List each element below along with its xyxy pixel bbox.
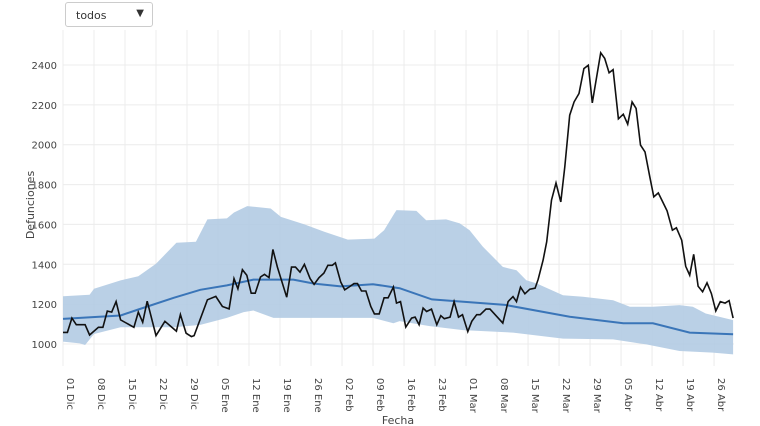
x-tick-label: 01 Dic bbox=[64, 378, 75, 410]
y-tick-label: 1000 bbox=[32, 340, 57, 351]
x-tick-label: 01 Mar bbox=[467, 378, 478, 414]
expected-line bbox=[62, 278, 734, 336]
grid-lines bbox=[62, 30, 734, 366]
y-tick-label: 2000 bbox=[32, 141, 57, 152]
x-tick-label: 08 Dic bbox=[95, 378, 106, 410]
observed-line bbox=[63, 50, 734, 338]
x-tick-label: 22 Mar bbox=[560, 378, 571, 414]
x-tick-label: 15 Mar bbox=[529, 378, 540, 414]
x-tick-label: 02 Feb bbox=[343, 378, 354, 412]
x-tick-label: 23 Feb bbox=[436, 378, 447, 412]
x-tick-label: 12 Abr bbox=[653, 378, 664, 412]
confidence-band bbox=[63, 206, 734, 355]
x-tick-label: 09 Feb bbox=[374, 378, 385, 412]
y-tick-labels: 1000 1200 1400 1600 1800 2000 2200 2400 bbox=[32, 61, 57, 351]
x-axis-label: Fecha bbox=[382, 414, 414, 426]
y-tick-label: 1400 bbox=[32, 260, 57, 271]
x-tick-label: 26 Ene bbox=[312, 378, 323, 413]
x-tick-label: 26 Abr bbox=[715, 378, 726, 412]
x-tick-label: 08 Mar bbox=[498, 378, 509, 414]
x-tick-label: 19 Abr bbox=[684, 378, 695, 412]
filter-selected-value: todos bbox=[76, 9, 107, 22]
x-tick-label: 15 Dic bbox=[126, 378, 137, 410]
chevron-down-icon: ▼ bbox=[136, 8, 144, 19]
y-tick-label: 1800 bbox=[32, 181, 57, 192]
x-tick-label: 05 Abr bbox=[622, 378, 633, 412]
y-tick-label: 1200 bbox=[32, 300, 57, 311]
y-tick-label: 1600 bbox=[32, 220, 57, 231]
y-tick-label: 2400 bbox=[32, 61, 57, 72]
x-tick-label: 29 Mar bbox=[591, 378, 602, 414]
filter-dropdown[interactable]: todos ▼ bbox=[65, 2, 153, 27]
y-axis-label: Defunciones bbox=[24, 171, 37, 240]
x-tick-label: 05 Ene bbox=[219, 378, 230, 413]
x-tick-label: 12 Ene bbox=[250, 378, 261, 413]
x-tick-label: 22 Dic bbox=[157, 378, 168, 410]
x-tick-label: 29 Dic bbox=[188, 378, 199, 410]
y-tick-label: 2200 bbox=[32, 101, 57, 112]
x-tick-labels: 01 Dic 08 Dic 15 Dic 22 Dic 29 Dic 05 Ene 12 E… bbox=[64, 378, 726, 414]
x-tick-label: 19 Ene bbox=[281, 378, 292, 413]
x-tick-label: 16 Feb bbox=[405, 378, 416, 412]
